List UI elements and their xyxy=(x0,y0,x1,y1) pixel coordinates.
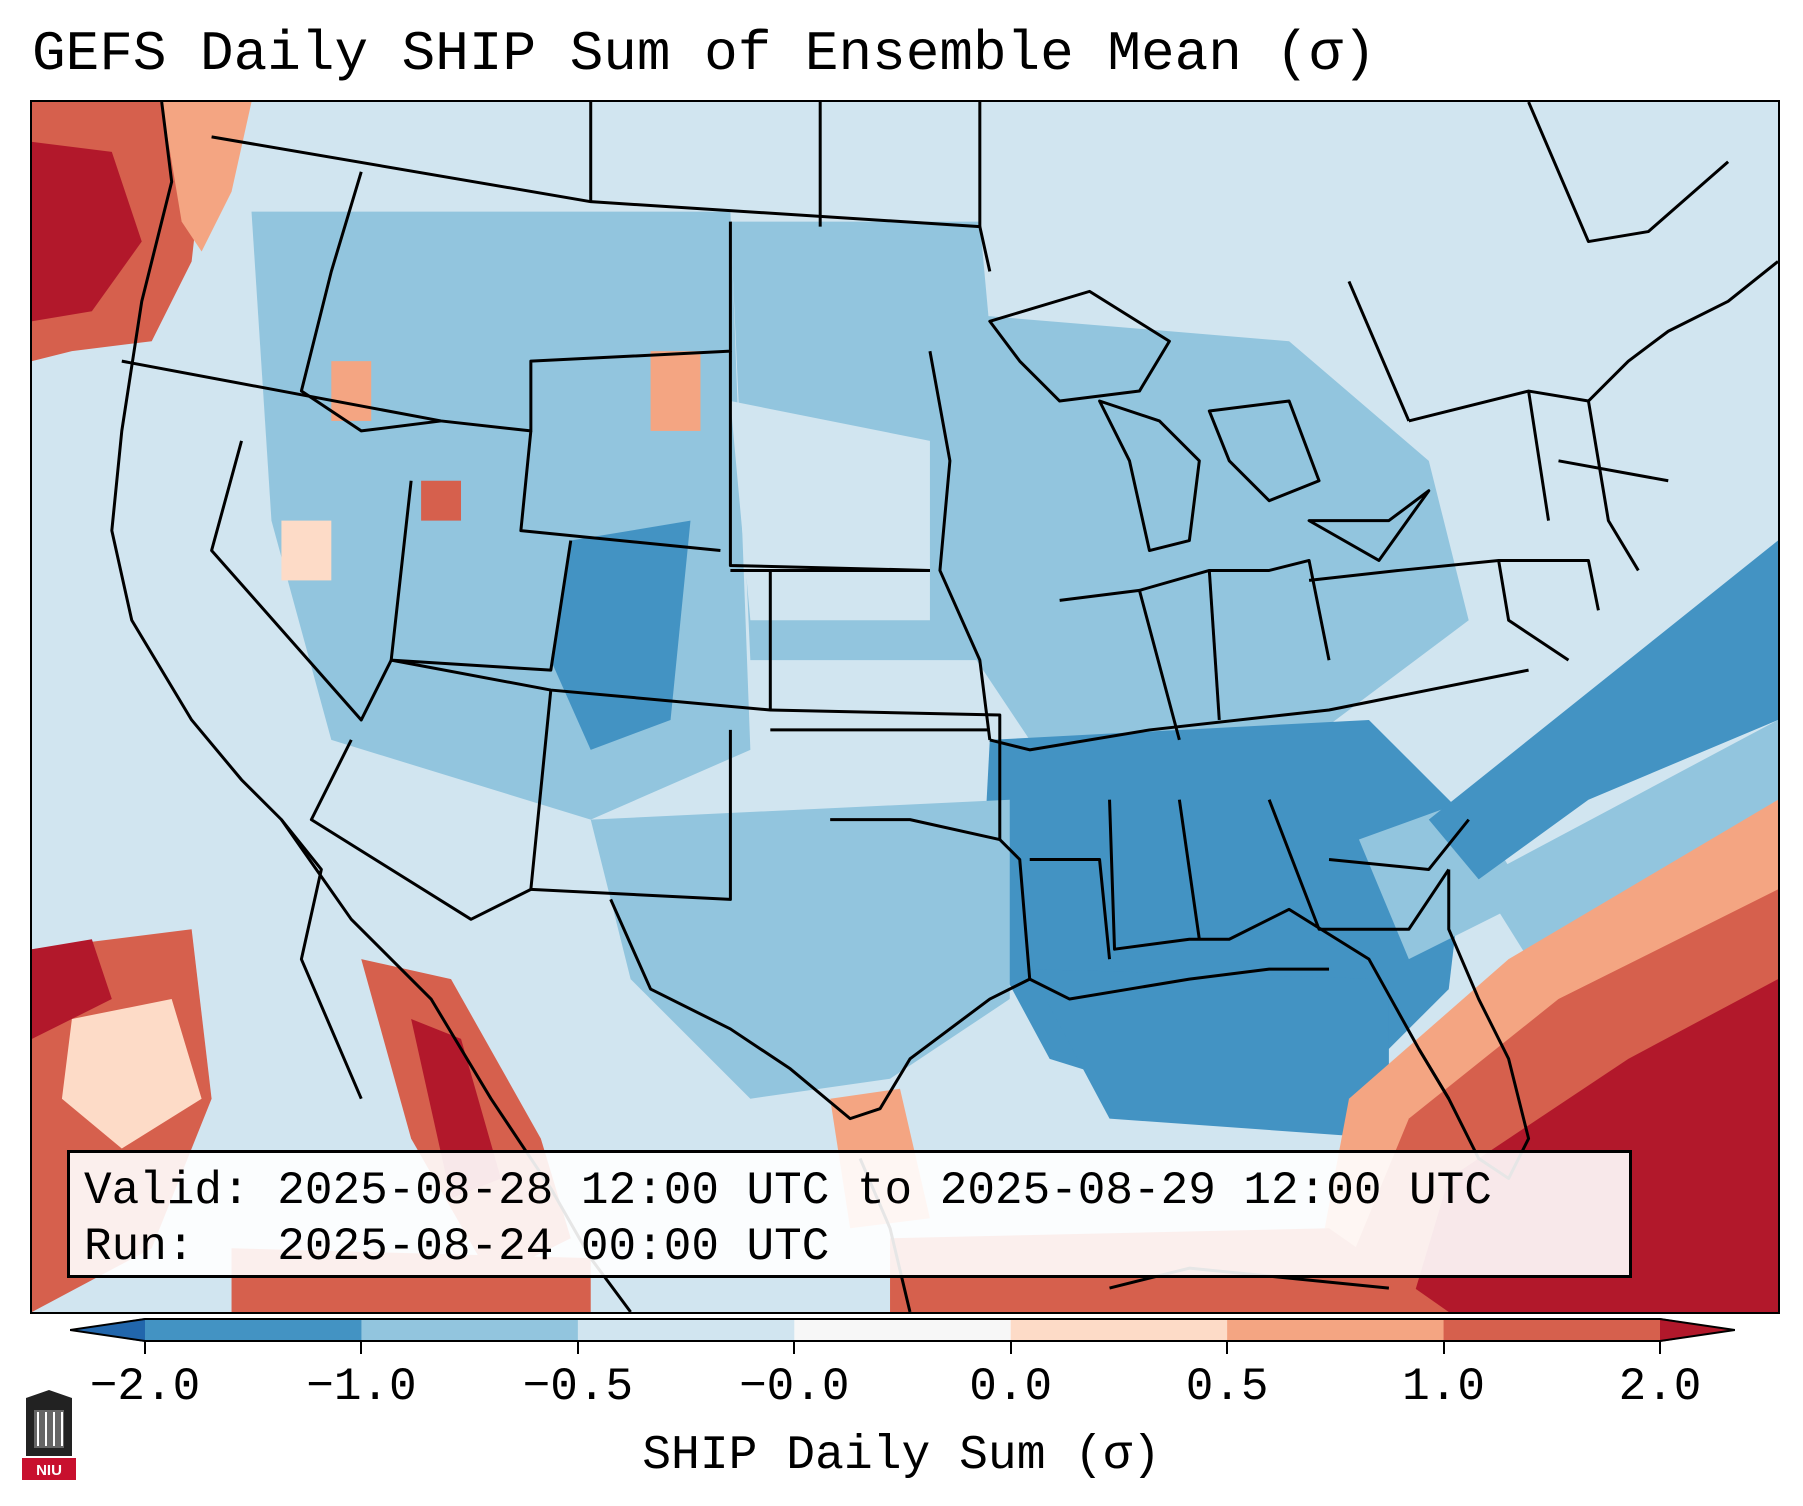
colorbar-segment xyxy=(577,1318,795,1342)
state-borders xyxy=(110,102,1778,1312)
colorbar-tick-label: 2.0 xyxy=(1618,1361,1702,1413)
colorbar-segment xyxy=(145,1318,362,1342)
colorbar-tick-mark xyxy=(144,1340,146,1354)
colorbar-tick-mark xyxy=(1442,1340,1445,1354)
colorbar-tick-mark xyxy=(1659,1340,1661,1354)
colorbar-tick-label: −2.0 xyxy=(89,1361,201,1413)
colorbar-segment xyxy=(1227,1318,1445,1342)
colorbar-tick-mark xyxy=(793,1340,796,1354)
colorbar-segment xyxy=(1010,1318,1228,1342)
colorbar-tick-mark xyxy=(360,1340,363,1354)
map-title: GEFS Daily SHIP Sum of Ensemble Mean (σ) xyxy=(32,22,1377,86)
colorbar-tick-label: 0.0 xyxy=(969,1361,1053,1413)
colorbar-label: SHIP Daily Sum (σ) xyxy=(642,1429,1161,1483)
run-label: Run: xyxy=(84,1221,195,1273)
colorbar-tick-mark xyxy=(1009,1340,1012,1354)
colorbar-tick-mark xyxy=(1226,1340,1229,1354)
logo-text: NIU xyxy=(36,1462,62,1479)
colorbar-segment xyxy=(361,1318,579,1342)
colorbar-extend-high xyxy=(1660,1318,1735,1342)
map-field xyxy=(32,102,1778,1312)
colorbar-tick-label: −0.0 xyxy=(739,1361,850,1413)
map-panel xyxy=(30,100,1780,1314)
colorbar-tick-label: −1.0 xyxy=(306,1361,417,1413)
colorbar-segment xyxy=(794,1318,1012,1342)
run-value: 2025-08-24 00:00 UTC xyxy=(277,1221,830,1273)
colorbar-ticks: −2.0 −1.0 −0.5 −0.0 0.0 0.5 1.0 2.0 xyxy=(0,1340,1803,1412)
colorbar-extend-low xyxy=(70,1318,145,1342)
colorbar-segment xyxy=(1443,1318,1661,1342)
colorbar-tick-mark xyxy=(576,1340,579,1354)
valid-run-info-box: Valid: 2025-08-28 12:00 UTC to 2025-08-2… xyxy=(67,1150,1632,1278)
colorbar xyxy=(70,1318,1735,1342)
colorbar-tick-label: 1.0 xyxy=(1402,1361,1485,1413)
colorbar-tick-label: −0.5 xyxy=(522,1361,634,1413)
valid-label: Valid: xyxy=(84,1165,250,1217)
colorbar-tick-label: 0.5 xyxy=(1185,1361,1269,1413)
valid-value: 2025-08-28 12:00 UTC to 2025-08-29 12:00… xyxy=(277,1165,1492,1217)
niu-logo-icon: NIU xyxy=(22,1390,76,1480)
